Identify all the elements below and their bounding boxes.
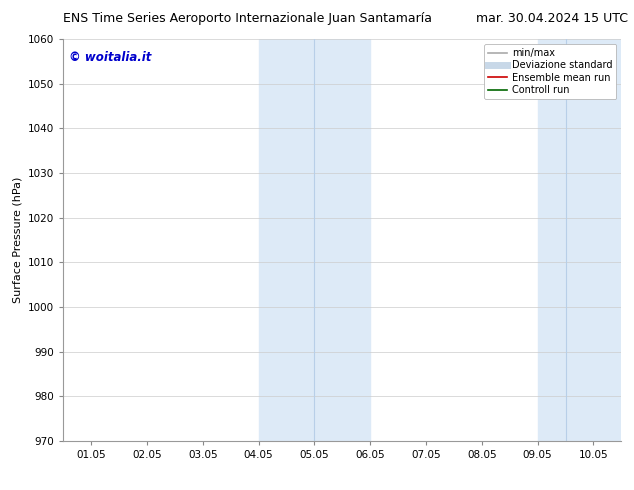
Text: © woitalia.it: © woitalia.it bbox=[69, 51, 152, 64]
Legend: min/max, Deviazione standard, Ensemble mean run, Controll run: min/max, Deviazione standard, Ensemble m… bbox=[484, 44, 616, 99]
Text: ENS Time Series Aeroporto Internazionale Juan Santamaría: ENS Time Series Aeroporto Internazionale… bbox=[63, 12, 432, 25]
Bar bbox=[538, 39, 621, 441]
Y-axis label: Surface Pressure (hPa): Surface Pressure (hPa) bbox=[13, 177, 23, 303]
Text: mar. 30.04.2024 15 UTC: mar. 30.04.2024 15 UTC bbox=[476, 12, 628, 25]
Bar bbox=[259, 39, 370, 441]
